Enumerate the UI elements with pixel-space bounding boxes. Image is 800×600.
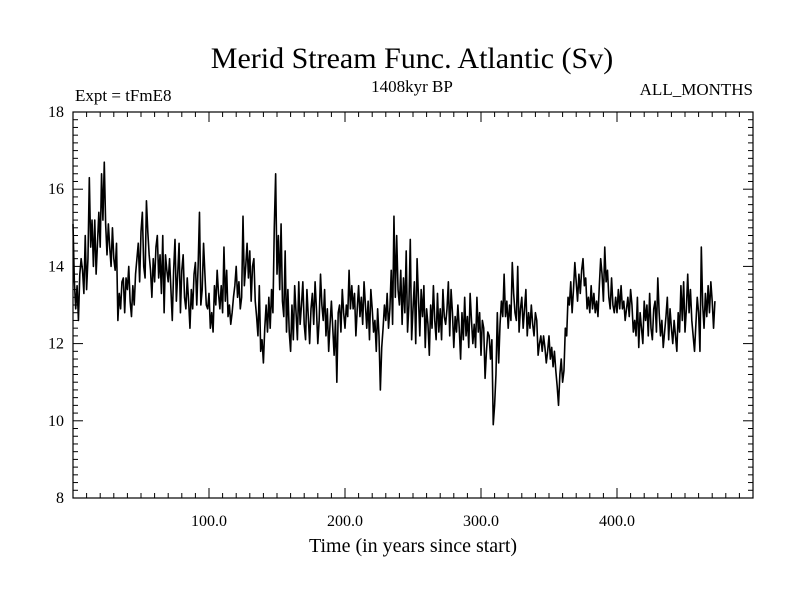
period-label: 1408kyr BP: [371, 77, 453, 96]
x-axis: 100.0 200.0 300.0 400.0: [86, 112, 740, 530]
x-tick-label: 300.0: [463, 513, 499, 530]
y-tick-label: 8: [56, 490, 64, 507]
x-tick-label: 400.0: [599, 513, 635, 530]
y-tick-label: 16: [48, 181, 64, 198]
x-tick-label: 200.0: [327, 513, 363, 530]
chart-title: Merid Stream Func. Atlantic (Sv): [211, 42, 613, 75]
y-tick-label: 14: [48, 258, 64, 275]
months-label: ALL_MONTHS: [640, 80, 753, 99]
series-line: [72, 161, 716, 426]
experiment-label: Expt = tFmE8: [75, 86, 171, 105]
x-axis-title: Time (in years since start): [309, 535, 517, 557]
y-tick-label: 10: [48, 413, 64, 430]
y-tick-label: 18: [48, 104, 64, 121]
y-tick-label: 12: [48, 336, 64, 353]
x-tick-label: 100.0: [191, 513, 227, 530]
y-axis: 8 10 12 14 16 18: [48, 104, 753, 507]
